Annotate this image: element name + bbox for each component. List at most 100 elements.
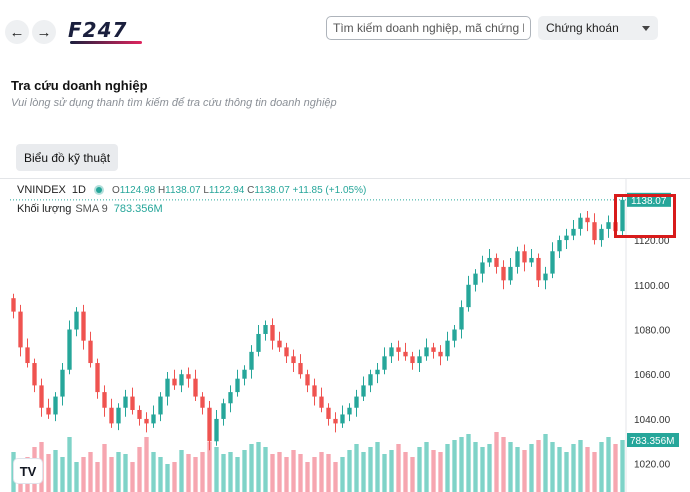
candle-body [305, 374, 310, 386]
candle-body [193, 378, 198, 397]
candle-body [221, 403, 226, 419]
candle-body [599, 228, 604, 241]
volume-bar [319, 452, 324, 492]
candle-body [417, 356, 422, 364]
candle-body [207, 407, 212, 442]
volume-bar [396, 444, 401, 492]
candle-body [235, 378, 240, 393]
volume-bar [263, 447, 268, 492]
chart-area[interactable]: 1120.00 1100.00 1080.00 1060.00 1040.00 1020.… [0, 178, 690, 492]
candle-body [585, 217, 590, 223]
volume-bar [46, 454, 51, 492]
technical-chart-button[interactable]: Biểu đồ kỹ thuật [16, 144, 118, 171]
candle-body [424, 347, 429, 357]
market-select[interactable]: Chứng khoán [538, 16, 658, 40]
candle-body [165, 378, 170, 397]
highlight-box [614, 194, 676, 238]
candle-body [123, 396, 128, 408]
candle-body [228, 392, 233, 404]
volume-bar [354, 444, 359, 492]
volume-tag-label: 783.356M [630, 436, 674, 447]
volume-bar [298, 454, 303, 492]
arrow-left-icon: ← [9, 23, 25, 41]
volume-bar [529, 444, 534, 492]
candle-body [102, 392, 107, 408]
f247-logo[interactable]: F247 [68, 18, 128, 42]
candle-body [529, 257, 534, 263]
volume-bar [214, 447, 219, 492]
candle-body [319, 396, 324, 408]
candle-body [53, 396, 58, 415]
y-tick-label: 1040.00 [634, 415, 671, 426]
volume-bar [277, 452, 282, 492]
volume-bar [88, 452, 93, 492]
volume-tag-bg [627, 433, 679, 447]
tradingview-logo-icon[interactable]: TV [14, 459, 42, 483]
candle-body [354, 396, 359, 408]
y-tick-label: 1120.00 [634, 236, 670, 247]
volume-bar [473, 442, 478, 492]
candle-body [368, 374, 373, 386]
page-subtitle: Vui lòng sử dụng thanh tìm kiếm để tra c… [11, 97, 337, 109]
candle-body [291, 356, 296, 364]
candle-body [382, 356, 387, 370]
candle-body [277, 340, 282, 348]
symbol-label: VNINDEX [17, 184, 66, 196]
candle-body [18, 311, 23, 348]
volume-bar [564, 452, 569, 492]
candle-body [109, 407, 114, 424]
volume-bar [326, 454, 331, 492]
candle-body [298, 363, 303, 375]
price-tag-label: 1138.07 [631, 196, 667, 207]
candle-body [578, 217, 583, 229]
volume-bar [60, 457, 65, 492]
volume-bar [305, 462, 310, 492]
back-button[interactable]: ← [5, 20, 29, 44]
candle-body [256, 333, 261, 352]
forward-button[interactable]: → [32, 20, 56, 44]
volume-bar [424, 442, 429, 492]
search-input[interactable] [326, 16, 531, 40]
volume-bar [431, 450, 436, 492]
candle-body [39, 385, 44, 408]
candle-body [312, 385, 317, 397]
candle-body [459, 307, 464, 330]
candle-body [375, 369, 380, 375]
candle-body [592, 222, 597, 241]
candle-body [151, 414, 156, 424]
volume-bar [445, 444, 450, 492]
candle-body [333, 418, 338, 424]
candle-body [438, 351, 443, 357]
candle-body [473, 273, 478, 285]
market-select-value: Chứng khoán [546, 21, 619, 35]
arrow-right-icon: → [36, 23, 52, 41]
volume-bar [130, 462, 135, 492]
volume-bar [487, 444, 492, 492]
volume-bar [151, 452, 156, 492]
candle-body [158, 396, 163, 415]
volume-bar [186, 454, 191, 492]
volume-bar [312, 457, 317, 492]
volume-bar [613, 444, 618, 492]
volume-legend: Khối lượng SMA 9 783.356M [17, 203, 163, 215]
candle-body [326, 407, 331, 419]
candle-body [340, 414, 345, 424]
volume-bar [501, 437, 506, 492]
volume-bar [375, 442, 380, 492]
page-title: Tra cứu doanh nghiệp [11, 78, 148, 93]
volume-bar [74, 462, 79, 492]
candle-body [25, 347, 30, 364]
volume-bar [599, 442, 604, 492]
y-tick-label: 1080.00 [634, 326, 671, 337]
candle-body [410, 356, 415, 364]
candle-body [487, 257, 492, 263]
candlestick-chart[interactable]: 1120.00 1100.00 1080.00 1060.00 1040.00 1020.… [0, 179, 690, 492]
volume-bar [116, 452, 121, 492]
volume-bar [515, 447, 520, 492]
volume-bar [459, 437, 464, 492]
ohlc-values: O1124.98 H1138.07 L1122.94 C1138.07 +11.… [111, 184, 367, 196]
candle-body [452, 329, 457, 341]
volume-bar [368, 447, 373, 492]
candle-body [74, 311, 79, 330]
volume-bar [382, 454, 387, 492]
